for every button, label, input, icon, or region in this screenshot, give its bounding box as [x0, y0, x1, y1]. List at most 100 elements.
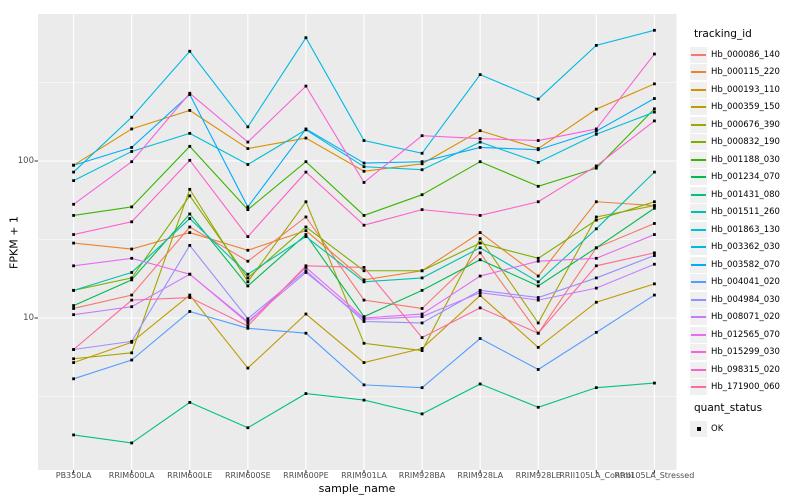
- legend-key: [690, 239, 707, 256]
- legend-key: [690, 99, 707, 116]
- legend-label: Hb_008071_020: [711, 312, 780, 323]
- data-point: [478, 291, 482, 295]
- legend-key: [690, 134, 707, 151]
- data-point: [536, 259, 540, 263]
- data-point: [594, 330, 598, 334]
- legend-swatch-line: [691, 246, 706, 249]
- data-point: [130, 276, 134, 280]
- data-point: [478, 294, 482, 297]
- black-square-marker-icon: [696, 426, 701, 431]
- legend-swatch-line: [691, 333, 706, 336]
- legend-key: [690, 420, 707, 437]
- data-point: [130, 351, 134, 355]
- data-point: [478, 214, 482, 217]
- legend-item-Hb_008071_020: Hb_008071_020: [690, 309, 798, 327]
- data-point: [478, 274, 482, 278]
- data-point: [594, 256, 598, 260]
- legend-item-Hb_015299_030: Hb_015299_030: [690, 344, 798, 362]
- data-point: [653, 52, 656, 56]
- data-point: [188, 225, 192, 229]
- data-point: [478, 231, 482, 234]
- legend-label: Hb_003362_030: [711, 242, 780, 253]
- data-point: [246, 326, 250, 330]
- legend-key: [690, 169, 707, 186]
- data-point: [594, 164, 598, 168]
- data-point: [478, 146, 482, 149]
- legend-key: [690, 221, 707, 238]
- data-point: [362, 223, 366, 227]
- data-point: [188, 131, 192, 135]
- legend-item-Hb_012565_070: Hb_012565_070: [690, 326, 798, 344]
- x-tick-label: RRIM600PE: [283, 471, 329, 480]
- data-point: [188, 194, 192, 198]
- data-point: [130, 256, 134, 260]
- legend-key: [690, 274, 707, 291]
- data-point: [304, 127, 308, 131]
- legend-swatch-line: [691, 281, 706, 284]
- data-point: [420, 134, 424, 138]
- x-tick-label: RRIM928BA: [398, 471, 446, 480]
- data-point: [594, 166, 598, 170]
- data-point: [188, 244, 192, 247]
- data-point: [594, 264, 598, 268]
- legend-item-Hb_003362_030: Hb_003362_030: [690, 239, 798, 257]
- data-point: [72, 357, 75, 361]
- data-point: [188, 109, 192, 112]
- data-point: [653, 262, 656, 266]
- data-point: [188, 293, 192, 297]
- data-point: [536, 298, 540, 302]
- data-point: [536, 345, 540, 349]
- legend-swatch-line: [691, 263, 706, 266]
- data-point: [420, 349, 424, 352]
- data-point: [362, 269, 366, 273]
- data-point: [362, 316, 366, 320]
- data-point: [478, 306, 482, 310]
- data-point: [362, 165, 366, 169]
- legend-key: [690, 204, 707, 221]
- data-point: [72, 307, 75, 310]
- data-point: [594, 286, 598, 290]
- legend-label: OK: [711, 423, 724, 434]
- data-point: [420, 208, 424, 212]
- legend-label: Hb_000115_220: [711, 67, 780, 78]
- data-point: [246, 272, 250, 276]
- legend-label: Hb_000676_390: [711, 119, 780, 130]
- legend-swatch-line: [691, 53, 706, 56]
- x-axis-title: sample_name: [318, 482, 396, 495]
- legend-swatch-line: [691, 316, 706, 319]
- data-point: [188, 272, 192, 276]
- data-point: [246, 259, 250, 263]
- data-point: [304, 266, 308, 269]
- data-point: [594, 129, 598, 133]
- data-point: [594, 107, 598, 111]
- data-point: [72, 214, 75, 217]
- legend-key: [690, 379, 707, 396]
- data-point: [130, 305, 134, 309]
- data-point: [420, 321, 424, 325]
- legend-swatch-line: [691, 176, 706, 179]
- y-axis-title: FPKM + 1: [7, 216, 21, 269]
- data-point: [72, 288, 75, 292]
- data-point: [188, 217, 192, 220]
- data-point: [304, 271, 308, 274]
- data-point: [130, 271, 134, 274]
- data-point: [130, 441, 134, 445]
- data-point: [246, 324, 250, 328]
- legend-status-items: OK: [690, 420, 798, 438]
- x-tick-label: RRIM901LA: [341, 471, 387, 480]
- legend-item-Hb_004041_020: Hb_004041_020: [690, 274, 798, 292]
- data-point: [246, 235, 250, 238]
- legend-item-Hb_003582_070: Hb_003582_070: [690, 256, 798, 274]
- data-point: [130, 150, 134, 153]
- data-point: [420, 162, 424, 166]
- data-point: [362, 341, 366, 345]
- data-point: [188, 212, 192, 216]
- data-point: [304, 269, 308, 273]
- legend-item-status-OK: OK: [690, 420, 798, 438]
- data-point: [594, 386, 598, 390]
- legend-item-Hb_001188_030: Hb_001188_030: [690, 151, 798, 169]
- data-point: [304, 235, 308, 238]
- data-point: [72, 361, 75, 364]
- data-point: [304, 215, 308, 219]
